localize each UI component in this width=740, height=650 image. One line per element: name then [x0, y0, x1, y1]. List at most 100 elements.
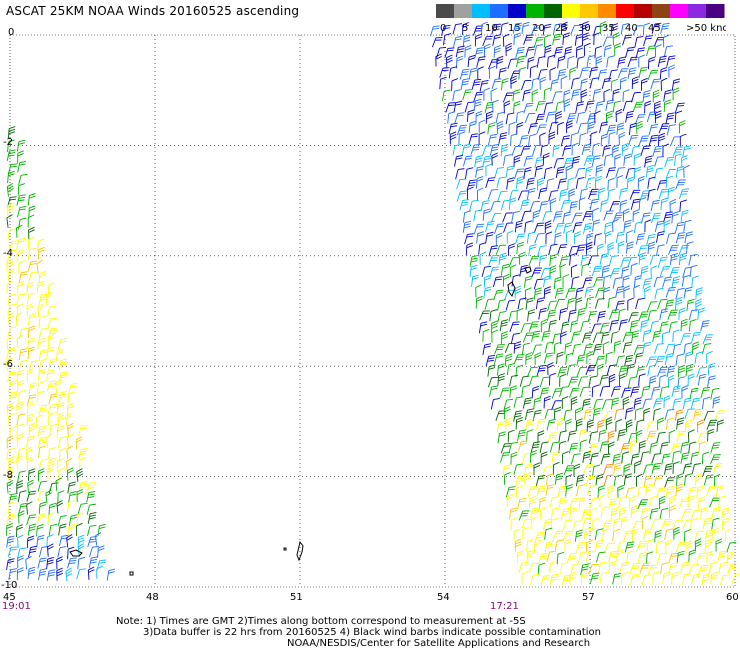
wind-barb [610, 78, 619, 92]
wind-barb [544, 44, 552, 58]
wind-barb [6, 558, 15, 570]
legend-swatch [544, 4, 563, 18]
wind-barb [511, 210, 520, 223]
wind-barb [47, 317, 58, 329]
wind-barb [36, 281, 45, 294]
wind-barb [644, 285, 651, 300]
wind-barb [654, 287, 664, 300]
wind-barb [541, 466, 553, 477]
wind-barb [57, 515, 68, 527]
wind-barb [639, 190, 650, 201]
wind-barb [621, 387, 632, 398]
wind-barb [665, 175, 674, 189]
wind-barb [58, 371, 68, 383]
wind-barb [575, 287, 584, 300]
wind-barb [587, 112, 597, 124]
wind-barb [435, 53, 443, 67]
wind-barb [531, 89, 539, 103]
wind-barb [676, 473, 684, 486]
wind-barb [526, 538, 535, 552]
wind-barb [585, 166, 593, 179]
wind-barb [638, 373, 646, 386]
wind-barb [557, 55, 565, 69]
wind-barb [28, 226, 35, 240]
wind-barb [652, 89, 660, 103]
wind-barb [37, 246, 45, 260]
wind-barb [600, 453, 611, 465]
wind-barb [702, 334, 714, 345]
wind-barb [563, 465, 575, 476]
wind-barb [572, 222, 583, 233]
wind-barb [558, 430, 567, 443]
wind-barb [483, 286, 492, 299]
wind-barb [617, 68, 629, 79]
wind-barb [47, 327, 58, 339]
wind-barb [630, 198, 641, 210]
wind-barb [642, 89, 651, 103]
wind-barb [47, 512, 56, 525]
wind-barb [656, 552, 667, 564]
wind-barb [513, 341, 522, 354]
wind-barb [528, 375, 540, 386]
wind-barb [715, 485, 724, 498]
wind-barb [629, 319, 639, 332]
wind-barb [548, 121, 559, 133]
wind-barb [663, 211, 673, 223]
wind-barb [597, 419, 605, 433]
wind-barb [621, 142, 629, 156]
wind-barb [684, 419, 693, 432]
wind-barb [635, 429, 643, 444]
wind-barb [478, 119, 486, 133]
wind-barb [660, 197, 669, 211]
wind-barb [671, 385, 681, 397]
island-outline [129, 571, 134, 576]
wind-barb [660, 77, 668, 91]
wind-barb [67, 391, 76, 404]
wind-barb [586, 351, 594, 364]
wind-barb [726, 542, 737, 553]
wind-barb [680, 561, 690, 573]
wind-barb [597, 363, 604, 377]
wind-barb [630, 453, 640, 466]
wind-barb [37, 238, 45, 251]
wind-barb [688, 319, 697, 332]
wind-barb [578, 496, 587, 510]
wind-barb [549, 253, 558, 267]
wind-barb [17, 150, 24, 164]
wind-barb [46, 369, 55, 382]
wind-barb [664, 352, 674, 365]
wind-barb [585, 241, 593, 255]
wind-barb [595, 287, 606, 298]
wind-barb [646, 356, 657, 367]
wind-barb [76, 488, 84, 503]
wind-barb [589, 442, 599, 455]
wind-barb [38, 445, 47, 458]
wind-barb [56, 348, 64, 362]
wind-barb [602, 341, 610, 355]
wind-barb [543, 167, 553, 179]
wind-barb [684, 408, 695, 419]
wind-barb [7, 371, 17, 383]
wind-barb [490, 88, 498, 102]
wind-barb [494, 223, 505, 234]
wind-barb [502, 92, 514, 103]
wind-barb [8, 492, 18, 505]
wind-barb [79, 456, 87, 470]
wind-barb [667, 309, 678, 320]
wind-barb [551, 450, 560, 463]
legend-label: 5 [462, 23, 468, 34]
wind-barb [669, 198, 677, 213]
wind-barb [606, 167, 616, 179]
wind-barb [662, 571, 671, 584]
wind-barb [562, 211, 572, 224]
wind-barb [497, 431, 506, 444]
wind-barb [491, 320, 498, 334]
wind-barb [17, 534, 24, 548]
wind-barb [529, 201, 541, 212]
wind-barb [495, 244, 507, 255]
wind-barb [630, 573, 640, 585]
wind-barb [668, 562, 678, 574]
wind-barb [694, 351, 703, 364]
wind-barb [575, 297, 583, 310]
wind-barb [97, 523, 106, 536]
